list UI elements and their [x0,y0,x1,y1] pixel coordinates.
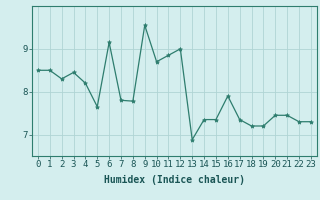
X-axis label: Humidex (Indice chaleur): Humidex (Indice chaleur) [104,175,245,185]
